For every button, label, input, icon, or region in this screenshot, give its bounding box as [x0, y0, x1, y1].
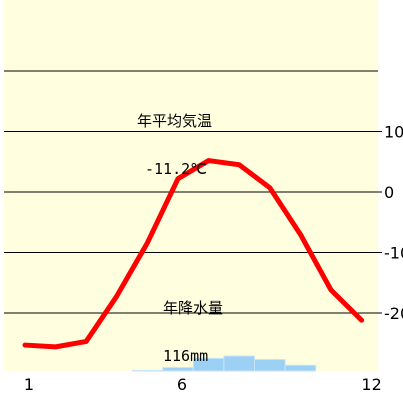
annual-mean-temperature: 年平均気温 -11.2℃ [137, 81, 212, 193]
x-tick-label: 1 [24, 375, 34, 394]
y-tick-label: 0 [384, 183, 394, 202]
precipitation-bar [131, 369, 164, 372]
x-tick-label: 6 [177, 375, 187, 394]
temperature-value: -11.2℃ [145, 160, 207, 178]
precipitation-bar [254, 359, 286, 372]
x-tick-label: 12 [361, 375, 381, 394]
precipitation-bar [284, 364, 317, 372]
x-axis-ticks: 1 6 12 [24, 375, 382, 394]
precipitation-bar [223, 355, 255, 372]
y-tick-label: -10 [384, 244, 403, 263]
temperature-label: 年平均気温 [137, 112, 213, 130]
y-tick-label: 10 [384, 123, 403, 142]
precipitation-label: 年降水量 [163, 299, 224, 317]
precipitation-bars [131, 355, 317, 372]
temperature-line [22, 158, 365, 350]
plot-background [4, 0, 378, 371]
y-tick-label: -20 [384, 304, 403, 323]
gridlines [4, 70, 378, 314]
precipitation-value: 116mm [163, 347, 209, 365]
annual-precipitation: 年降水量 116mm [163, 268, 223, 380]
y-axis-ticks: 10 0 -10 -20 [368, 123, 403, 323]
